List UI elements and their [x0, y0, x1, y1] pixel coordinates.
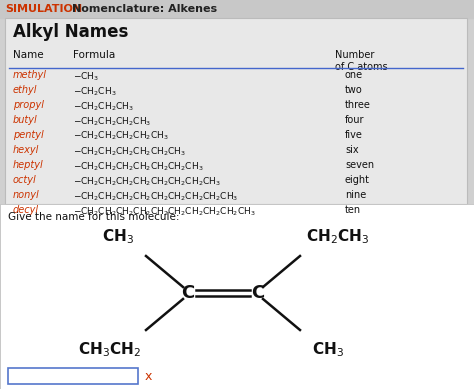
Text: seven: seven [345, 160, 374, 170]
Text: $-$CH$_2$CH$_2$CH$_2$CH$_2$CH$_2$CH$_2$CH$_2$CH$_2$CH$_3$: $-$CH$_2$CH$_2$CH$_2$CH$_2$CH$_2$CH$_2$C… [73, 190, 238, 203]
Text: ethyl: ethyl [13, 85, 37, 95]
Text: ten: ten [345, 205, 361, 215]
Bar [8, 368, 138, 384]
Text: $-$CH$_3$: $-$CH$_3$ [73, 70, 99, 82]
Text: Give the name for this molecule:: Give the name for this molecule: [8, 212, 180, 222]
Text: $-$CH$_2$CH$_2$CH$_2$CH$_3$: $-$CH$_2$CH$_2$CH$_2$CH$_3$ [73, 115, 151, 128]
Text: C: C [182, 284, 195, 302]
Text: nine: nine [345, 190, 366, 200]
Text: Number
of C atoms: Number of C atoms [335, 50, 388, 72]
Text: $-$CH$_2$CH$_2$CH$_2$CH$_2$CH$_2$CH$_2$CH$_2$CH$_2$CH$_2$CH$_3$: $-$CH$_2$CH$_2$CH$_2$CH$_2$CH$_2$CH$_2$C… [73, 205, 256, 217]
Text: four: four [345, 115, 365, 125]
Bar [0, 0, 474, 18]
Text: heptyl: heptyl [13, 160, 44, 170]
Text: hexyl: hexyl [13, 145, 39, 155]
Text: methyl: methyl [13, 70, 47, 80]
Text: $-$CH$_2$CH$_2$CH$_2$CH$_2$CH$_3$: $-$CH$_2$CH$_2$CH$_2$CH$_2$CH$_3$ [73, 130, 169, 142]
Text: CH$_3$CH$_2$: CH$_3$CH$_2$ [78, 341, 142, 359]
Text: SIMULATION: SIMULATION [5, 4, 82, 14]
Text: Nomenclature: Alkenes: Nomenclature: Alkenes [72, 4, 217, 14]
Text: $-$CH$_2$CH$_2$CH$_2$CH$_2$CH$_2$CH$_2$CH$_2$CH$_3$: $-$CH$_2$CH$_2$CH$_2$CH$_2$CH$_2$CH$_2$C… [73, 175, 221, 187]
Text: one: one [345, 70, 363, 80]
Text: eight: eight [345, 175, 370, 185]
Text: CH$_3$: CH$_3$ [312, 341, 344, 359]
Text: decyl: decyl [13, 205, 39, 215]
Text: nonyl: nonyl [13, 190, 40, 200]
Text: propyl: propyl [13, 100, 44, 110]
Text: two: two [345, 85, 363, 95]
Text: butyl: butyl [13, 115, 38, 125]
Text: CH$_2$CH$_3$: CH$_2$CH$_3$ [306, 228, 370, 246]
Text: C: C [251, 284, 264, 302]
Text: Alkyl Names: Alkyl Names [13, 23, 128, 41]
Text: $-$CH$_2$CH$_2$CH$_3$: $-$CH$_2$CH$_2$CH$_3$ [73, 100, 134, 112]
Text: x: x [145, 370, 152, 382]
Text: six: six [345, 145, 359, 155]
Bar [0, 204, 474, 389]
Bar [5, 18, 467, 204]
Text: Name: Name [13, 50, 44, 60]
Text: octyl: octyl [13, 175, 37, 185]
Text: $-$CH$_2$CH$_3$: $-$CH$_2$CH$_3$ [73, 85, 117, 98]
Text: pentyl: pentyl [13, 130, 44, 140]
Text: Formula: Formula [73, 50, 115, 60]
Text: $-$CH$_2$CH$_2$CH$_2$CH$_2$CH$_2$CH$_2$CH$_3$: $-$CH$_2$CH$_2$CH$_2$CH$_2$CH$_2$CH$_2$C… [73, 160, 203, 172]
Text: three: three [345, 100, 371, 110]
Text: five: five [345, 130, 363, 140]
Text: $-$CH$_2$CH$_2$CH$_2$CH$_2$CH$_2$CH$_3$: $-$CH$_2$CH$_2$CH$_2$CH$_2$CH$_2$CH$_3$ [73, 145, 186, 158]
Text: CH$_3$: CH$_3$ [102, 228, 134, 246]
